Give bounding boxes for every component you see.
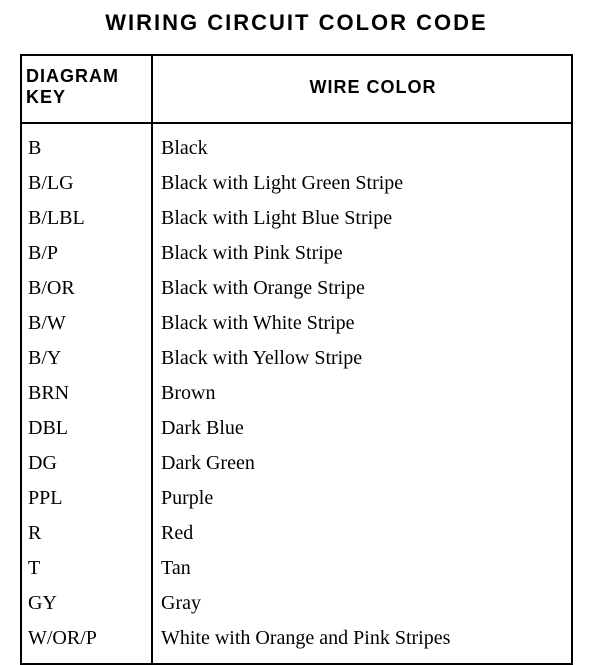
cell-key: B [22, 123, 152, 166]
cell-key: DG [22, 446, 152, 481]
cell-color: Black with Light Green Stripe [152, 166, 571, 201]
table-row: BRN Brown [22, 376, 571, 411]
cell-color: Brown [152, 376, 571, 411]
cell-color: Gray [152, 586, 571, 621]
cell-color: Black with Light Blue Stripe [152, 201, 571, 236]
cell-key: PPL [22, 481, 152, 516]
table-row: B/LBL Black with Light Blue Stripe [22, 201, 571, 236]
cell-color: Dark Green [152, 446, 571, 481]
table-row: B/OR Black with Orange Stripe [22, 271, 571, 306]
table-header-row: DIAGRAM KEY WIRE COLOR [22, 56, 571, 123]
table-row: DG Dark Green [22, 446, 571, 481]
table-row: B Black [22, 123, 571, 166]
cell-color: Tan [152, 551, 571, 586]
table-row: R Red [22, 516, 571, 551]
cell-key: B/LG [22, 166, 152, 201]
table-row: B/LG Black with Light Green Stripe [22, 166, 571, 201]
cell-key: GY [22, 586, 152, 621]
cell-key: DBL [22, 411, 152, 446]
cell-key: T [22, 551, 152, 586]
page-title: WIRING CIRCUIT COLOR CODE [20, 10, 573, 36]
cell-key: B/W [22, 306, 152, 341]
table-row: GY Gray [22, 586, 571, 621]
table-row: W/OR/P White with Orange and Pink Stripe… [22, 621, 571, 663]
cell-color: Black with White Stripe [152, 306, 571, 341]
cell-color: Black with Orange Stripe [152, 271, 571, 306]
cell-key: B/P [22, 236, 152, 271]
column-header-color: WIRE COLOR [152, 56, 571, 123]
table-row: B/Y Black with Yellow Stripe [22, 341, 571, 376]
cell-key: BRN [22, 376, 152, 411]
cell-key: B/OR [22, 271, 152, 306]
table-row: B/W Black with White Stripe [22, 306, 571, 341]
cell-color: Red [152, 516, 571, 551]
table-row: T Tan [22, 551, 571, 586]
cell-key: W/OR/P [22, 621, 152, 663]
color-code-table: DIAGRAM KEY WIRE COLOR B Black B/LG Blac… [22, 56, 571, 663]
cell-color: Black with Pink Stripe [152, 236, 571, 271]
column-header-key: DIAGRAM KEY [22, 56, 152, 123]
cell-key: B/Y [22, 341, 152, 376]
table-body: B Black B/LG Black with Light Green Stri… [22, 123, 571, 663]
cell-key: B/LBL [22, 201, 152, 236]
cell-key: R [22, 516, 152, 551]
cell-color: Dark Blue [152, 411, 571, 446]
table-row: B/P Black with Pink Stripe [22, 236, 571, 271]
cell-color: Black [152, 123, 571, 166]
table-row: PPL Purple [22, 481, 571, 516]
cell-color: Purple [152, 481, 571, 516]
color-code-table-container: DIAGRAM KEY WIRE COLOR B Black B/LG Blac… [20, 54, 573, 665]
cell-color: White with Orange and Pink Stripes [152, 621, 571, 663]
table-row: DBL Dark Blue [22, 411, 571, 446]
cell-color: Black with Yellow Stripe [152, 341, 571, 376]
